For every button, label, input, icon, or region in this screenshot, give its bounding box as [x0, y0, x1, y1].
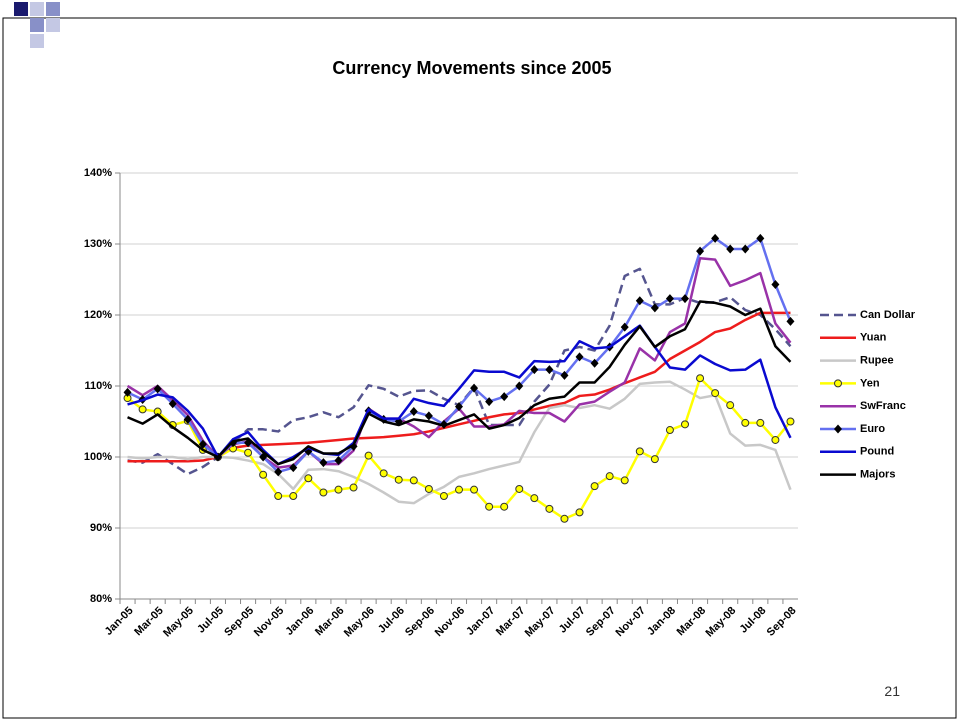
point — [380, 470, 387, 477]
point — [486, 503, 493, 510]
point — [621, 477, 628, 484]
point — [712, 390, 719, 397]
deco-square — [30, 18, 44, 32]
x-tick-label: Sep-05 — [222, 605, 256, 639]
point — [320, 489, 327, 496]
point — [410, 477, 417, 484]
x-tick-label: Mar-06 — [313, 605, 347, 639]
series-line — [128, 302, 791, 465]
slide-number: 21 — [884, 683, 900, 699]
x-tick-label: Jan-08 — [645, 605, 678, 638]
x-tick-label: Mar-07 — [494, 605, 528, 639]
point — [545, 365, 553, 374]
deco-square — [46, 2, 60, 16]
point — [516, 485, 523, 492]
deco-square — [14, 2, 28, 16]
chart-title: Currency Movements since 2005 — [332, 58, 611, 78]
y-tick-label: 110% — [84, 380, 112, 392]
x-tick-label: Sep-06 — [403, 605, 437, 639]
deco-square — [46, 18, 60, 32]
point — [561, 515, 568, 522]
point — [786, 317, 794, 326]
point — [787, 418, 794, 425]
slide: Currency Movements since 2005 21 80% 90% 1… — [0, 0, 960, 721]
x-tick-label: Mar-08 — [675, 605, 709, 639]
point — [576, 509, 583, 516]
x-tick-label: Jul-07 — [557, 605, 588, 636]
x-tick-label: Sep-08 — [765, 605, 799, 639]
point — [531, 495, 538, 502]
y-tick-label: 90% — [90, 522, 112, 534]
point — [425, 411, 433, 420]
y-tick-label: 120% — [84, 309, 112, 321]
point — [275, 493, 282, 500]
y-tick-label: 140% — [84, 167, 112, 179]
legend-label: Pound — [860, 446, 894, 458]
x-tick-label: Jul-06 — [376, 605, 407, 636]
legend-label: Can Dollar — [860, 309, 916, 321]
point — [395, 476, 402, 483]
y-tick-label: 130% — [84, 238, 112, 250]
point — [681, 294, 689, 303]
point — [245, 449, 252, 456]
deco-square — [30, 34, 44, 48]
x-tick-label: May-08 — [704, 605, 739, 640]
x-tick-label: Nov-06 — [433, 605, 467, 639]
x-tick-label: May-07 — [523, 605, 558, 640]
x-tick-label: Jan-07 — [464, 605, 497, 638]
point — [835, 380, 842, 387]
legend-label: Yuan — [860, 332, 887, 344]
x-tick-label: Nov-05 — [252, 605, 286, 639]
legend-label: SwFranc — [860, 400, 906, 412]
x-tick-label: Jan-06 — [283, 605, 316, 638]
point — [139, 406, 146, 413]
point — [727, 402, 734, 409]
x-tick-label: Sep-07 — [584, 605, 618, 639]
x-tick-label: Jan-05 — [103, 605, 136, 638]
x-tick-label: May-06 — [342, 605, 377, 640]
point — [697, 375, 704, 382]
point — [305, 475, 312, 482]
x-tick-label: May-05 — [161, 605, 196, 640]
point — [636, 448, 643, 455]
point — [365, 452, 372, 459]
legend-label: Rupee — [860, 355, 894, 367]
x-tick-label: Nov-07 — [614, 605, 648, 639]
y-tick-label: 100% — [84, 451, 112, 463]
point — [834, 425, 842, 434]
point — [606, 473, 613, 480]
point — [440, 493, 447, 500]
point — [772, 436, 779, 443]
point — [771, 280, 779, 289]
point — [350, 484, 357, 491]
point — [742, 419, 749, 426]
point — [666, 427, 673, 434]
point — [425, 485, 432, 492]
legend-label: Euro — [860, 423, 885, 435]
point — [290, 493, 297, 500]
point — [260, 471, 267, 478]
deco-square — [30, 2, 44, 16]
point — [546, 505, 553, 512]
series-line — [128, 382, 791, 503]
point — [757, 419, 764, 426]
series-line — [128, 238, 791, 472]
x-tick-label: Jul-08 — [738, 605, 769, 636]
x-tick-label: Jul-05 — [195, 605, 226, 636]
y-tick-label: 80% — [90, 593, 112, 605]
x-tick-label: Mar-05 — [132, 605, 166, 639]
point — [335, 486, 342, 493]
legend-label: Yen — [860, 377, 880, 389]
point — [591, 483, 598, 490]
point — [471, 486, 478, 493]
point — [456, 486, 463, 493]
point — [651, 456, 658, 463]
point — [501, 503, 508, 510]
point — [682, 421, 689, 428]
legend-label: Majors — [860, 469, 895, 481]
